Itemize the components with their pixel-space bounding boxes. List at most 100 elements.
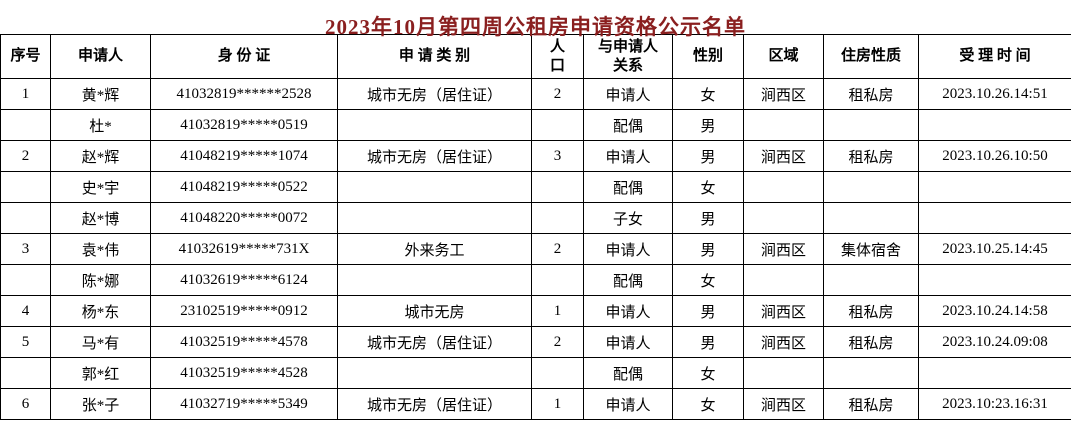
table-cell: 男 (672, 109, 744, 141)
table-row: 赵*博 41048220*****0072 子女男 (0, 202, 1071, 234)
table-cell (918, 109, 1071, 141)
table-cell: 涧西区 (743, 295, 824, 327)
table-cell: 申请人 (583, 78, 673, 110)
table-cell (823, 171, 919, 203)
table-cell: 租私房 (823, 326, 919, 358)
table-cell: 41032519*****4578 (150, 326, 338, 358)
table-cell: 男 (672, 140, 744, 172)
table-cell: 申请人 (583, 233, 673, 265)
table-cell: 3 (531, 140, 584, 172)
column-header-0: 序号 (0, 34, 51, 79)
table-cell: 张*子 (50, 388, 151, 420)
table-cell: 城市无房（居住证） (337, 326, 532, 358)
column-header-2: 身 份 证 (150, 34, 338, 79)
table-cell: 女 (672, 171, 744, 203)
table-row: 3 袁*伟 41032619*****731X 外来务工 2 申请人男涧西区 集体宿舍 202… (0, 233, 1071, 265)
table-cell (0, 171, 51, 203)
table-cell: 城市无房（居住证） (337, 388, 532, 420)
table-cell: 申请人 (583, 295, 673, 327)
table-cell: 2 (531, 78, 584, 110)
column-header-6: 性别 (672, 34, 744, 79)
column-header-4: 人 口 (531, 34, 584, 79)
table-cell: 男 (672, 202, 744, 234)
table-cell: 1 (531, 388, 584, 420)
table-cell (823, 264, 919, 296)
table-cell: 郭*红 (50, 357, 151, 389)
table-cell: 子女 (583, 202, 673, 234)
table-cell: 男 (672, 233, 744, 265)
table-cell: 城市无房（居住证） (337, 78, 532, 110)
table-cell: 女 (672, 264, 744, 296)
table-cell: 6 (0, 388, 51, 420)
table-cell (743, 109, 824, 141)
table-cell: 涧西区 (743, 388, 824, 420)
table-cell (823, 202, 919, 234)
table-body: 1 黄*辉 41032819******2528 城市无房（居住证） 2 申请人女涧西区租… (0, 78, 1071, 420)
table-cell: 女 (672, 357, 744, 389)
table-cell: 女 (672, 78, 744, 110)
table-cell: 史*宇 (50, 171, 151, 203)
table-cell: 涧西区 (743, 233, 824, 265)
table-cell (0, 264, 51, 296)
table-row: 1 黄*辉 41032819******2528 城市无房（居住证） 2 申请人女涧西区租… (0, 78, 1071, 110)
table-cell: 赵*辉 (50, 140, 151, 172)
applicants-table: 序号 申请人身 份 证申 请 类 别人 口与申请人 关系 性别 区域 住房性质受 理 时… (0, 34, 1071, 420)
table-cell: 男 (672, 295, 744, 327)
table-cell: 2 (0, 140, 51, 172)
table-cell: 3 (0, 233, 51, 265)
table-cell: 杨*东 (50, 295, 151, 327)
table-cell: 2023.10.25.14:45 (918, 233, 1071, 265)
table-cell: 41032719*****5349 (150, 388, 338, 420)
table-cell: 租私房 (823, 140, 919, 172)
table-cell (743, 202, 824, 234)
table-cell: 黄*辉 (50, 78, 151, 110)
table-cell: 1 (531, 295, 584, 327)
table-cell: 41032619*****6124 (150, 264, 338, 296)
table-cell (0, 202, 51, 234)
table-cell (823, 109, 919, 141)
table-cell: 41032619*****731X (150, 233, 338, 265)
table-cell (531, 109, 584, 141)
table-cell (0, 357, 51, 389)
table-cell (337, 264, 532, 296)
table-cell: 41048219*****0522 (150, 171, 338, 203)
table-row: 5 马*有 41032519*****4578 城市无房（居住证） 2 申请人男涧西区 租私… (0, 326, 1071, 358)
table-cell (918, 264, 1071, 296)
table-cell: 2023.10.24.09:08 (918, 326, 1071, 358)
table-cell (531, 264, 584, 296)
table-cell (918, 171, 1071, 203)
table-cell: 配偶 (583, 357, 673, 389)
table-cell: 城市无房 (337, 295, 532, 327)
table-cell (743, 171, 824, 203)
table-cell (918, 357, 1071, 389)
column-header-8: 住房性质 (823, 34, 919, 79)
table-cell (337, 357, 532, 389)
table-row: 6 张*子 41032719*****5349 城市无房（居住证） 1 申请人女涧西区 租私… (0, 388, 1071, 420)
table-cell: 5 (0, 326, 51, 358)
table-cell (531, 202, 584, 234)
table-row: 2 赵*辉 41048219*****1074 城市无房（居住证） 3 申请人男涧西区 租私… (0, 140, 1071, 172)
table-cell: 申请人 (583, 140, 673, 172)
table-row: 杜* 41032819*****0519 配偶男 (0, 109, 1071, 141)
table-cell: 租私房 (823, 295, 919, 327)
table-cell: 袁*伟 (50, 233, 151, 265)
table-cell: 1 (0, 78, 51, 110)
table-cell (743, 264, 824, 296)
page-title: 2023年10月第四周公租房申请资格公示名单 (325, 15, 746, 39)
table-cell: 马*有 (50, 326, 151, 358)
table-cell: 女 (672, 388, 744, 420)
table-row: 陈*娜 41032619*****6124 配偶女 (0, 264, 1071, 296)
table-cell (337, 171, 532, 203)
table-cell: 外来务工 (337, 233, 532, 265)
table-cell: 涧西区 (743, 140, 824, 172)
table-cell (0, 109, 51, 141)
table-cell (531, 171, 584, 203)
table-cell: 2 (531, 233, 584, 265)
table-cell: 4 (0, 295, 51, 327)
table-cell: 男 (672, 326, 744, 358)
table-cell (743, 357, 824, 389)
column-header-1: 申请人 (50, 34, 151, 79)
table-cell: 涧西区 (743, 326, 824, 358)
table-cell: 配偶 (583, 264, 673, 296)
